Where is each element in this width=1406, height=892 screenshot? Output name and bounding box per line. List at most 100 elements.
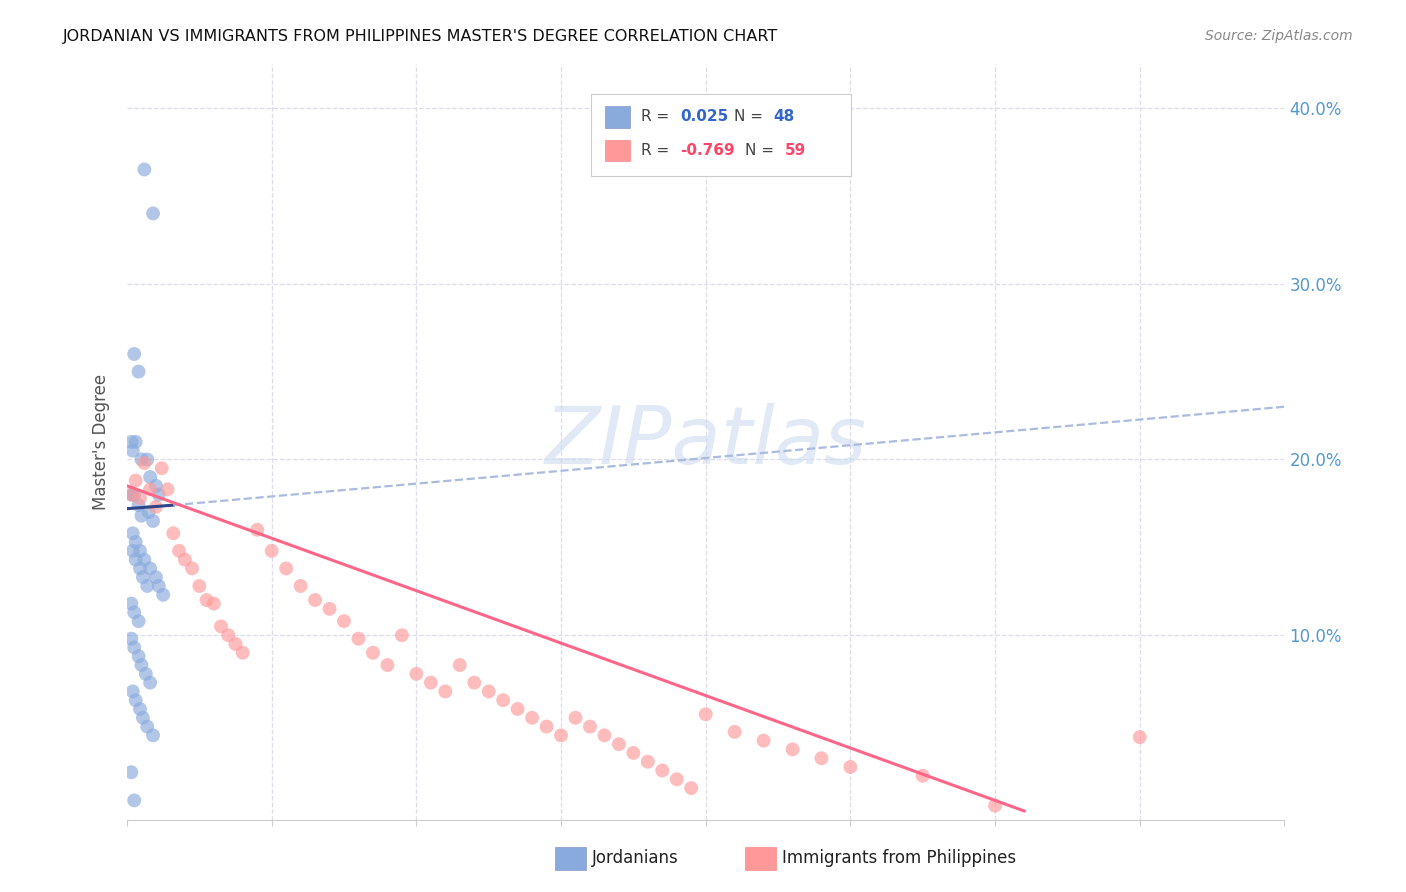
Point (217, 628, 239, 642)
Point (120, 597, 142, 611)
Point (142, 728, 165, 742)
Point (145, 479, 167, 493)
Point (361, 646, 384, 660)
Text: 59: 59 (785, 144, 806, 158)
Point (304, 593, 326, 607)
Point (129, 561, 152, 575)
Point (120, 632, 142, 646)
Point (128, 498, 150, 512)
Point (1129, 730, 1152, 744)
Point (131, 452, 153, 467)
Point (122, 487, 145, 501)
Point (246, 523, 269, 537)
Point (124, 693, 146, 707)
Point (478, 684, 501, 698)
Point (139, 470, 162, 484)
Point (136, 720, 159, 734)
Point (506, 702, 529, 716)
Point (121, 544, 143, 558)
Point (492, 693, 515, 707)
Point (132, 570, 155, 584)
Point (134, 162, 156, 177)
Point (121, 443, 143, 458)
Point (839, 760, 862, 774)
Point (145, 570, 167, 584)
Point (202, 597, 225, 611)
Point (536, 720, 558, 734)
Text: -0.769: -0.769 (681, 144, 735, 158)
Point (148, 487, 170, 501)
Point (120, 487, 142, 501)
Point (156, 483, 179, 497)
Point (810, 751, 832, 765)
Point (520, 711, 543, 725)
Point (124, 535, 146, 549)
Point (134, 456, 156, 470)
Point (136, 579, 159, 593)
Point (290, 579, 312, 593)
Point (162, 526, 184, 541)
Point (911, 769, 934, 783)
Text: N =: N = (745, 144, 779, 158)
Point (134, 552, 156, 566)
Point (122, 347, 145, 361)
Point (138, 505, 160, 519)
Point (419, 675, 441, 690)
Point (124, 474, 146, 488)
Point (695, 707, 717, 722)
Point (129, 544, 152, 558)
Point (621, 746, 644, 760)
Point (122, 605, 145, 619)
Point (128, 365, 150, 379)
Point (135, 666, 157, 681)
Point (128, 614, 150, 628)
Point (607, 737, 630, 751)
Point (232, 646, 254, 660)
Point (782, 742, 804, 756)
Text: R =: R = (641, 144, 675, 158)
Point (318, 602, 340, 616)
Point (724, 724, 747, 739)
Point (564, 711, 586, 725)
Point (136, 452, 159, 467)
Point (209, 619, 232, 633)
Text: Immigrants from Philippines: Immigrants from Philippines (782, 849, 1017, 867)
Point (195, 593, 218, 607)
Point (145, 500, 167, 514)
Point (391, 628, 413, 642)
Text: Source: ZipAtlas.com: Source: ZipAtlas.com (1205, 29, 1353, 43)
Point (225, 637, 247, 651)
Point (129, 491, 152, 505)
Point (120, 765, 142, 780)
Point (121, 526, 143, 541)
Point (173, 552, 195, 566)
Point (347, 632, 370, 646)
Point (124, 552, 146, 566)
Text: Jordanians: Jordanians (592, 849, 679, 867)
Text: 0.025: 0.025 (681, 110, 728, 124)
Point (131, 508, 153, 523)
Text: N =: N = (734, 110, 768, 124)
Point (142, 514, 165, 528)
Text: ZIPatlas: ZIPatlas (544, 403, 866, 481)
Point (550, 728, 572, 742)
Point (129, 702, 152, 716)
Text: 48: 48 (773, 110, 794, 124)
Point (681, 780, 703, 795)
Point (148, 579, 170, 593)
Point (752, 733, 775, 747)
Point (139, 561, 162, 575)
Point (131, 658, 153, 673)
Point (463, 675, 485, 690)
Point (132, 711, 155, 725)
Point (120, 487, 142, 501)
Point (152, 588, 174, 602)
Point (128, 649, 150, 664)
Point (593, 728, 616, 742)
Point (637, 755, 659, 769)
Point (122, 793, 145, 807)
Point (651, 764, 673, 778)
Point (260, 544, 283, 558)
Y-axis label: Master's Degree: Master's Degree (93, 374, 110, 510)
Point (984, 798, 1007, 813)
